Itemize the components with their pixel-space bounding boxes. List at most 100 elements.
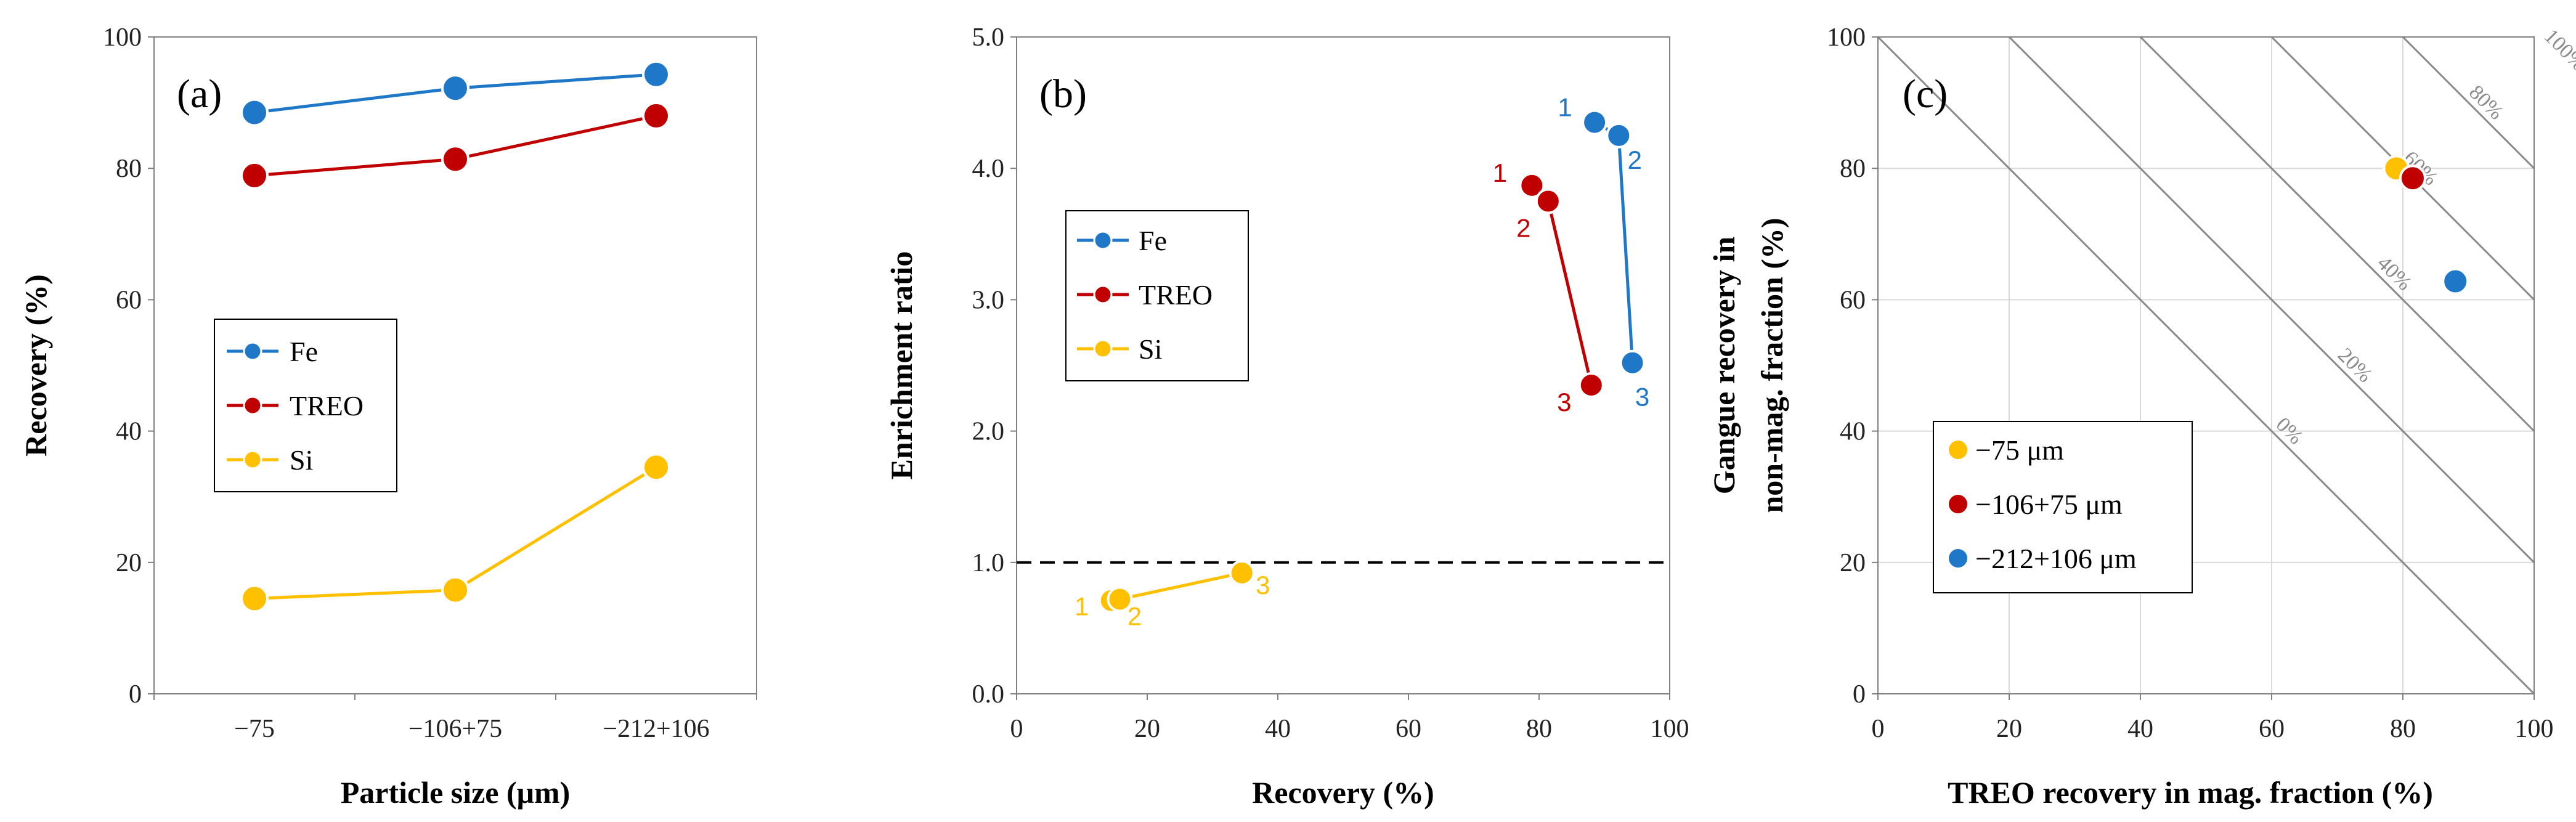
y-tick-label: 40: [1840, 418, 1866, 446]
legend-marker: [1949, 549, 1967, 568]
data-point-si: [1229, 560, 1255, 586]
series-line-fe: [1593, 121, 1635, 363]
point-label: 3: [1557, 388, 1571, 417]
legend-label: Fe: [290, 336, 318, 367]
panel-b: 0.0 1.0 2.0 3.0 4.0 5.0 0 20 40 60 80 100 Recovery (…: [884, 23, 1689, 810]
y-tick-label: 20: [116, 549, 142, 577]
point-label: 1: [1493, 158, 1507, 187]
legend-marker: [243, 450, 262, 470]
x-axis-label: Recovery (%): [1252, 775, 1434, 810]
data-point-treo: [441, 145, 469, 174]
x-tick-label: −75: [234, 715, 275, 743]
y-axis-label: Recovery (%): [18, 274, 53, 457]
y-tick-label: 1.0: [972, 549, 1005, 577]
plot-frame: [1016, 36, 1670, 694]
legend-label: TREO: [290, 390, 364, 421]
y-tick-label: 100: [1827, 23, 1866, 52]
legend-label: Si: [290, 444, 313, 476]
diagonal-label: 40%: [2373, 252, 2416, 295]
data-point-treo: [1578, 372, 1604, 398]
legend-box: [1933, 421, 2193, 593]
x-tick-label: −212+106: [603, 715, 709, 743]
x-tick-label: 0: [1010, 715, 1023, 743]
x-tick-label: 20: [1134, 715, 1160, 743]
diagonal-label: 20%: [2333, 344, 2376, 387]
plot-frame: [153, 36, 757, 694]
y-tick-label: 20: [1840, 549, 1866, 577]
data-point-si: [1107, 586, 1133, 612]
y-tick-label: 4.0: [972, 155, 1005, 183]
y-axis-label-line2: non-mag. fraction (%): [1755, 218, 1789, 513]
x-tick-label: 20: [1996, 715, 2022, 743]
diagonal-label: 0%: [2272, 413, 2307, 449]
y-tick-label: 80: [116, 155, 142, 183]
point-label: 3: [1256, 571, 1270, 600]
panel-label: (b): [1039, 71, 1087, 116]
data-point-fe: [1619, 349, 1646, 376]
y-tick-label: 0: [129, 680, 142, 709]
x-tick-label: −106+75: [408, 715, 502, 743]
x-axis-label: TREO recovery in mag. fraction (%): [1948, 775, 2433, 810]
data-point-si: [240, 584, 269, 613]
data-point-treo: [1519, 172, 1545, 198]
legend-marker: [243, 341, 262, 361]
legend-label: −75 μm: [1975, 434, 2064, 466]
legend: Fe TREO Si: [214, 319, 397, 492]
legend-label: Si: [1139, 333, 1162, 365]
point-label: 3: [1635, 383, 1649, 412]
x-tick-label: 80: [2390, 715, 2416, 743]
y-tick-label: 3.0: [972, 286, 1005, 314]
legend: −75 μm −106+75 μm −212+106 μm: [1933, 421, 2193, 593]
x-tick-label: 80: [1526, 715, 1552, 743]
x-tick-label: 60: [1396, 715, 1421, 743]
data-point-fe: [642, 60, 670, 89]
panel-label: (c): [1903, 71, 1948, 116]
data-point-treo: [1535, 188, 1561, 214]
panel-label: (a): [177, 71, 222, 116]
y-axis-label: Enrichment ratio: [884, 251, 919, 480]
y-tick-label: 5.0: [972, 23, 1005, 52]
diagonal-line: [2402, 37, 2534, 169]
point-label: 2: [1516, 214, 1530, 243]
y-tick-label: 80: [1840, 155, 1866, 183]
data-point: [2399, 165, 2426, 192]
point-label: 1: [1075, 592, 1089, 621]
x-tick-label: 0: [1872, 715, 1885, 743]
legend-marker: [243, 396, 262, 415]
panel-c: 0%20%40%60%80%100%0204060801000204060801…: [1707, 23, 2576, 810]
data-point-fe: [441, 74, 469, 103]
y-tick-label: 0.0: [972, 680, 1005, 709]
legend-label: TREO: [1139, 279, 1213, 311]
data-point-fe: [240, 98, 269, 127]
y-tick-label: 40: [116, 418, 142, 446]
diagonal-label: 80%: [2464, 81, 2508, 124]
legend-marker: [1093, 339, 1113, 359]
diagonal-line: [2008, 37, 2534, 563]
data-point-si: [642, 453, 670, 482]
legend-marker: [1093, 285, 1113, 304]
data-point-treo: [240, 161, 269, 190]
diagonal-line: [1878, 37, 2534, 694]
y-tick-label: 60: [1840, 286, 1866, 314]
diagonal-line: [2139, 37, 2534, 432]
point-label: 2: [1128, 601, 1142, 630]
legend-label: −212+106 μm: [1975, 543, 2137, 574]
y-tick-label: 60: [116, 286, 142, 314]
data-point-fe: [1582, 109, 1608, 136]
plot-frame: [1877, 36, 2535, 694]
y-tick-label: 2.0: [972, 418, 1005, 446]
legend-label: −106+75 μm: [1975, 489, 2123, 520]
data-point-si: [441, 576, 469, 604]
legend-marker: [1093, 230, 1113, 250]
x-tick-label: 40: [1265, 715, 1291, 743]
point-label: 2: [1628, 145, 1642, 174]
legend: Fe TREO Si: [1065, 210, 1249, 381]
point-label: 1: [1558, 93, 1572, 122]
legend-label: Fe: [1139, 225, 1167, 256]
x-tick-label: 60: [2259, 715, 2285, 743]
legend-marker: [1949, 441, 1967, 459]
diagonal-label: 100%: [2540, 25, 2576, 75]
y-tick-label: 0: [1853, 680, 1866, 709]
diagonal-lines: [1878, 37, 2534, 694]
